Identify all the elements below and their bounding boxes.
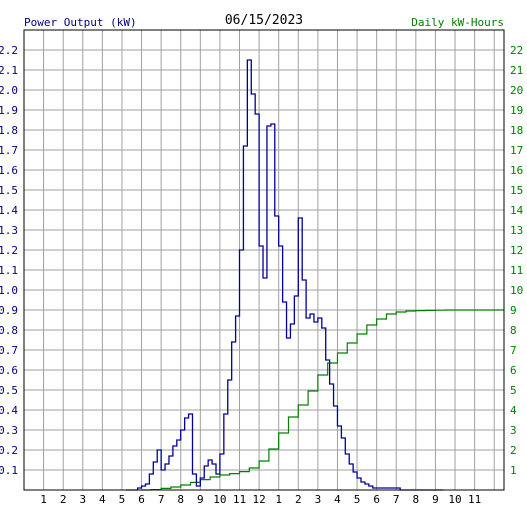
right-axis-tick-label: 11 (510, 264, 523, 277)
left-axis-tick-label: 1.1 (0, 264, 18, 277)
right-axis-tick-label: 5 (510, 384, 517, 397)
left-axis-tick-label: 0.6 (0, 364, 18, 377)
x-axis-tick-label: 6 (138, 493, 145, 506)
right-axis-tick-label: 3 (510, 424, 517, 437)
right-axis-tick-label: 13 (510, 224, 523, 237)
plot-frame (23, 29, 505, 491)
right-axis-tick-label: 20 (510, 84, 523, 97)
right-axis-tick-label: 8 (510, 324, 517, 337)
x-axis-tick-labels: 1 2 3 4 5 6 7 8 9 10 11 12 1 2 3 4 5 6 7 8 9 10 11 (40, 493, 481, 506)
right-axis-tick-label: 9 (510, 304, 517, 317)
x-axis-tick-label: 2 (295, 493, 302, 506)
left-axis-tick-label: 1.3 (0, 224, 18, 237)
left-axis-tick-label: 0.1 (0, 464, 18, 477)
left-axis-tick-label: 1.8 (0, 124, 18, 137)
right-axis-tick-label: 22 (510, 44, 523, 57)
right-axis-tick-label: 2 (510, 444, 517, 457)
left-axis-tick-label: 2.1 (0, 64, 18, 77)
x-axis-tick-label: 6 (373, 493, 380, 506)
right-axis-tick-label: 14 (510, 204, 524, 217)
left-axis-tick-label: 0.8 (0, 324, 18, 337)
right-axis-tick-label: 17 (510, 144, 523, 157)
x-axis-tick-label: 8 (177, 493, 184, 506)
right-axis-tick-label: 21 (510, 64, 523, 77)
right-axis-tick-label: 10 (510, 284, 523, 297)
left-axis-tick-label: 0.3 (0, 424, 18, 437)
x-axis-tick-label: 7 (393, 493, 400, 506)
left-axis-tick-label: 1.7 (0, 144, 18, 157)
x-axis-tick-label: 9 (197, 493, 204, 506)
x-axis-tick-label: 3 (315, 493, 322, 506)
right-axis-tick-label: 15 (510, 184, 523, 197)
x-axis-tick-label: 2 (60, 493, 67, 506)
x-axis-tick-label: 5 (354, 493, 361, 506)
x-axis-tick-label: 12 (252, 493, 265, 506)
right-axis-tick-label: 6 (510, 364, 517, 377)
right-axis-title: Daily kW-Hours (411, 16, 504, 29)
x-axis-tick-label: 1 (40, 493, 47, 506)
left-axis-tick-label: 0.4 (0, 404, 18, 417)
left-axis-tick-label: 0.7 (0, 344, 18, 357)
x-axis-tick-label: 4 (334, 493, 341, 506)
left-axis-tick-label: 2.2 (0, 44, 18, 57)
x-axis-tick-label: 8 (413, 493, 420, 506)
left-axis-tick-label: 1.5 (0, 184, 18, 197)
x-axis-tick-label: 10 (448, 493, 461, 506)
left-axis-tick-label: 0.2 (0, 444, 18, 457)
left-axis-tick-label: 0.5 (0, 384, 18, 397)
x-axis-tick-label: 11 (468, 493, 481, 506)
right-axis-tick-label: 4 (510, 404, 517, 417)
left-axis-tick-label: 1.4 (0, 204, 18, 217)
right-axis-tick-label: 7 (510, 344, 517, 357)
left-axis-title: Power Output (kW) (24, 16, 137, 29)
left-axis-tick-label: 1.0 (0, 284, 18, 297)
right-axis-tick-label: 16 (510, 164, 523, 177)
left-axis-tick-labels: 0.1 0.2 0.3 0.4 0.5 0.6 0.7 0.8 0.9 1.0 1.1 1.2 1.3 1… (0, 44, 18, 477)
left-axis-tick-label: 1.2 (0, 244, 18, 257)
x-axis-tick-label: 7 (158, 493, 165, 506)
x-axis-tick-label: 1 (275, 493, 282, 506)
x-axis-tick-label: 11 (233, 493, 246, 506)
left-axis-tick-label: 0.9 (0, 304, 18, 317)
x-axis-tick-label: 9 (432, 493, 439, 506)
right-axis-tick-label: 1 (510, 464, 517, 477)
right-axis-tick-label: 18 (510, 124, 523, 137)
right-axis-tick-label: 12 (510, 244, 523, 257)
x-axis-tick-label: 3 (79, 493, 86, 506)
power-line (125, 59, 444, 491)
left-axis-tick-label: 2.0 (0, 84, 18, 97)
x-axis-tick-label: 10 (213, 493, 226, 506)
right-axis-tick-label: 19 (510, 104, 523, 117)
power-series (125, 59, 444, 491)
x-axis-tick-label: 4 (99, 493, 106, 506)
x-axis-tick-label: 5 (119, 493, 126, 506)
left-axis-tick-label: 1.6 (0, 164, 18, 177)
chart-title-date: 06/15/2023 (225, 13, 303, 28)
left-axis-tick-label: 1.9 (0, 104, 18, 117)
plot-border (23, 29, 505, 491)
